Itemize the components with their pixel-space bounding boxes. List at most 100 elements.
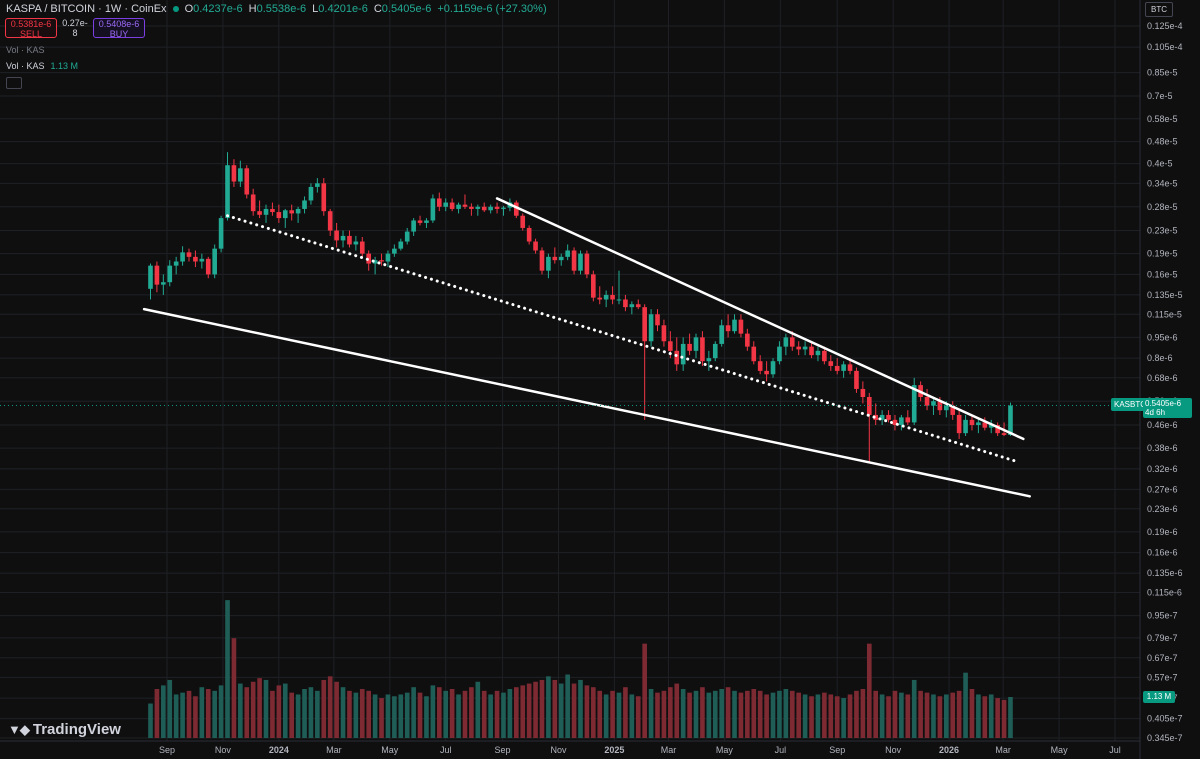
volume-bar (225, 600, 230, 738)
volume-bar (456, 694, 461, 738)
currency-label[interactable]: BTC (1145, 2, 1173, 17)
volume-bar (950, 692, 956, 738)
volume-bar (847, 694, 853, 738)
volume-bar (488, 694, 493, 738)
candle-body (1001, 433, 1007, 435)
candle-body (340, 235, 346, 241)
candle-body (520, 215, 526, 228)
dotted-trendline[interactable] (226, 214, 1019, 464)
candle-body (943, 405, 949, 411)
volume-bar (565, 674, 570, 738)
volume-bar (693, 690, 699, 738)
candle-body (995, 425, 1000, 434)
volume-bar (321, 679, 327, 738)
time-tick-label: Sep (495, 745, 511, 755)
volume-bar (250, 681, 256, 738)
volume-bar (443, 690, 449, 738)
volume-bar (436, 687, 442, 738)
candle-body (892, 419, 898, 426)
candle-body (533, 241, 538, 251)
volume-bar (231, 638, 237, 738)
volume-bar (218, 685, 224, 738)
trendlines[interactable] (142, 197, 1031, 498)
volume-bar (706, 692, 712, 738)
candle-body (212, 248, 217, 275)
collapse-legend-button[interactable] (6, 77, 22, 89)
volume-bar (199, 687, 205, 738)
candle-body (642, 307, 647, 342)
candle-body (591, 274, 596, 298)
upper-trendline[interactable] (495, 197, 1025, 441)
volume-bar (597, 690, 603, 738)
candle-body (154, 265, 160, 285)
sell-label: SELL (19, 29, 43, 39)
volume-bar (372, 694, 378, 738)
volume-bar (668, 687, 673, 738)
candle-body (372, 260, 378, 264)
volume-indicator-muted[interactable]: Vol · KAS (6, 45, 45, 55)
time-tick-label: Nov (215, 745, 232, 755)
price-tick-label: 0.19e-6 (1147, 527, 1178, 537)
volume-bar (680, 689, 686, 738)
price-tick-label: 0.345e-7 (1147, 733, 1183, 743)
candle-body (616, 299, 622, 301)
time-tick-label: Jul (775, 745, 787, 755)
price-tick-label: 0.32e-6 (1147, 464, 1178, 474)
time-tick-label: 2025 (604, 745, 624, 755)
price-tick-label: 0.16e-6 (1147, 548, 1178, 558)
sell-price: 0.5381e-6 (10, 19, 52, 29)
candle-body (603, 294, 609, 300)
price-tick-label: 0.27e-6 (1147, 484, 1178, 494)
candle-body (860, 388, 866, 398)
candle-body (610, 294, 615, 300)
buy-button[interactable]: 0.5408e-6 BUY (93, 18, 145, 39)
candle-body (257, 211, 262, 215)
candle-body (392, 248, 397, 254)
candle-body (732, 319, 737, 332)
time-axis[interactable]: Sep Nov 2024 Mar May Jul Sep Nov 2025 Mar May Jul Se… (159, 745, 1121, 755)
volume-bar (552, 679, 558, 738)
symbol-title[interactable]: KASPA / BITCOIN · 1W · CoinEx (6, 3, 167, 15)
candle-body (764, 370, 769, 375)
candle-body (436, 198, 442, 207)
price-axis[interactable]: 0.125e-4 0.105e-4 0.85e-5 0.7e-5 0.58e-5 0.48… (1147, 21, 1183, 743)
candle-body (546, 256, 551, 271)
volume-indicator[interactable]: Vol · KAS 1.13 M (6, 61, 78, 71)
candle-body (956, 414, 962, 434)
price-tick-label: 0.95e-7 (1147, 611, 1178, 621)
price-tick-label: 0.135e-6 (1147, 568, 1183, 578)
sell-button[interactable]: 0.5381e-6 SELL (5, 18, 57, 39)
candle-body (886, 414, 891, 420)
lower-trendline[interactable] (142, 307, 1031, 498)
candle-body (353, 241, 359, 245)
candle-body (148, 265, 153, 289)
candle-body (456, 204, 461, 209)
price-tick-label: 0.405e-7 (1147, 714, 1183, 724)
candle-body (571, 250, 577, 271)
price-tick-label: 0.58e-5 (1147, 114, 1178, 124)
tradingview-logo[interactable]: ▼◆ TradingView (8, 721, 121, 738)
volume-bar (732, 690, 737, 738)
volume-bar (661, 690, 667, 738)
candle-body (308, 186, 314, 201)
candle-body (976, 422, 981, 426)
volume-bar (629, 694, 635, 738)
grid-lines (0, 0, 1140, 741)
last-volume-label: 1.13 M (1143, 691, 1175, 703)
close-value: 0.5405e-6 (381, 3, 432, 15)
candle-body (501, 207, 506, 209)
time-tick-label: May (716, 745, 734, 755)
price-tick-label: 0.23e-5 (1147, 226, 1178, 236)
time-tick-label: 2024 (269, 745, 289, 755)
volume-bar (289, 692, 294, 738)
candle-body (218, 218, 224, 249)
price-tick-label: 0.135e-5 (1147, 290, 1183, 300)
candle-body (629, 304, 635, 308)
price-tick-label: 0.79e-7 (1147, 633, 1178, 643)
candle-body (565, 250, 570, 257)
candle-body (674, 350, 680, 365)
candle-body (757, 361, 763, 371)
candle-body (911, 385, 917, 423)
price-tick-label: 0.8e-6 (1147, 353, 1173, 363)
